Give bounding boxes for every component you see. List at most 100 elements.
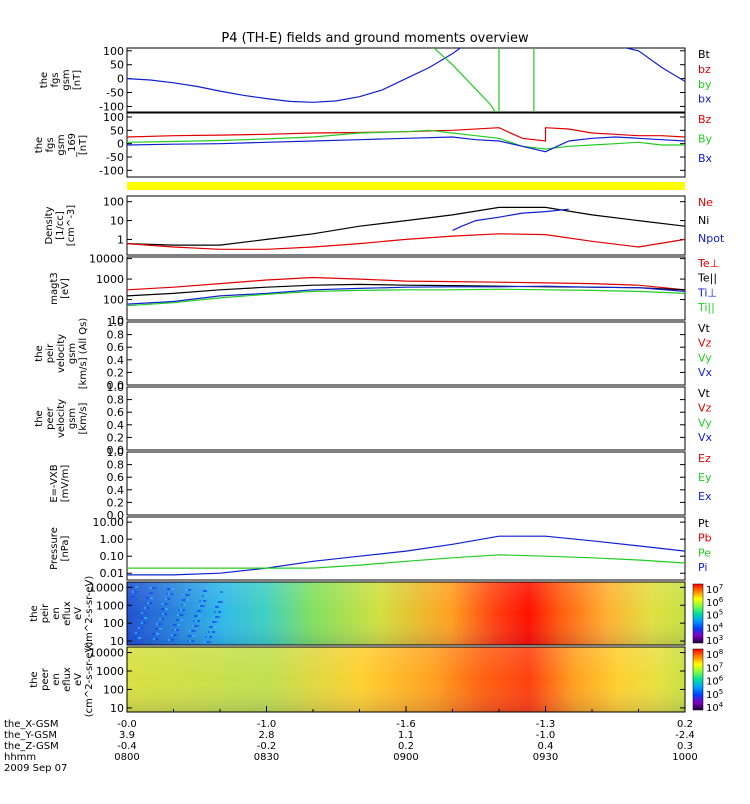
noise-speck	[198, 605, 201, 607]
x-axis-row-label: the_Y-GSM	[4, 730, 57, 741]
legend-entry: Vt	[698, 322, 711, 335]
noise-speck	[209, 626, 212, 628]
y-tick-label: 0.2	[107, 431, 125, 444]
noise-speck	[170, 593, 173, 595]
legend-entry: Pi	[698, 561, 707, 574]
y-axis-label: eflux	[62, 601, 73, 626]
legend-entry: Vy	[698, 351, 712, 364]
noise-speck	[138, 627, 141, 629]
noise-speck	[210, 621, 213, 623]
noise-speck	[159, 628, 162, 630]
noise-speck	[193, 620, 196, 622]
legend-entry: Ex	[698, 490, 712, 503]
noise-speck	[132, 591, 135, 593]
legend-entry: Bz	[698, 113, 712, 126]
y-axis-label: peer	[40, 667, 51, 691]
noise-speck	[159, 618, 162, 620]
noise-speck	[152, 587, 155, 589]
noise-speck	[167, 598, 170, 600]
noise-speck	[195, 620, 198, 622]
noise-speck	[160, 623, 163, 625]
noise-speck	[214, 611, 217, 613]
noise-speck	[134, 591, 137, 593]
noise-speck	[162, 613, 165, 615]
series-line	[127, 276, 685, 291]
noise-speck	[173, 634, 176, 636]
y-axis-label: peir	[45, 343, 56, 363]
colorbar-tick-label: 104	[706, 621, 724, 634]
x-axis-row-label: the_X-GSM	[4, 719, 58, 730]
y-axis-label: fgs	[50, 72, 61, 87]
noise-speck	[135, 586, 138, 588]
noise-speck	[155, 638, 158, 640]
y-tick-label: 0.6	[107, 471, 125, 484]
noise-speck	[135, 632, 138, 634]
y-tick-label: 0.10	[100, 550, 125, 563]
y-axis-label: [km/s] (All Qs)	[78, 318, 89, 390]
y-tick-label: 100	[103, 111, 124, 124]
y-axis-label: gsm	[61, 69, 72, 90]
noise-speck	[164, 613, 167, 615]
colorbar-tick-label: 107	[706, 661, 723, 674]
noise-speck	[199, 600, 202, 602]
y-tick-label: 0.4	[107, 354, 125, 367]
y-axis-label: gsm	[56, 134, 67, 155]
noise-speck	[191, 630, 194, 632]
noise-speck	[140, 617, 143, 619]
colorbar	[692, 583, 704, 644]
y-tick-label: 1.00	[100, 533, 125, 546]
legend-entry: Ey	[698, 471, 712, 484]
y-tick-label: 100	[103, 683, 124, 696]
noise-speck	[197, 610, 200, 612]
legend-entry: Pe	[698, 546, 711, 559]
y-tick-label: 1000	[96, 273, 124, 286]
noise-speck	[217, 606, 220, 608]
colorbar-tick-label: 105	[706, 609, 723, 622]
legend-entry: Te⊥	[697, 257, 719, 270]
noise-speck	[177, 624, 180, 626]
noise-speck	[189, 630, 192, 632]
y-tick-label: -100	[99, 100, 124, 113]
noise-speck	[213, 626, 216, 628]
colorbar-tick-label: 104	[706, 701, 724, 714]
x-axis-value: 0900	[393, 752, 418, 763]
x-axis-value: -0.2	[257, 741, 277, 752]
y-tick-label: 0.4	[107, 419, 125, 432]
noise-speck	[188, 589, 191, 591]
x-axis-value: 1000	[672, 752, 697, 763]
y-axis-label: Density	[44, 206, 55, 244]
y-tick-label: 1.0	[107, 446, 125, 459]
noise-speck	[148, 597, 151, 599]
noise-speck	[133, 586, 136, 588]
y-axis-label: velocity	[56, 399, 67, 438]
noise-speck	[197, 620, 200, 622]
noise-speck	[157, 618, 160, 620]
noise-speck	[150, 587, 153, 589]
colorbar-tick-label: 107	[706, 583, 723, 596]
noise-speck	[176, 629, 179, 631]
noise-speck	[146, 607, 149, 609]
noise-speck	[219, 596, 222, 598]
legend-entry: Vz	[698, 402, 712, 415]
noise-speck	[147, 602, 150, 604]
y-tick-label: 100	[103, 45, 124, 58]
noise-speck	[156, 633, 159, 635]
y-axis-label: the	[34, 137, 45, 153]
noise-speck	[168, 593, 171, 595]
noise-speck	[192, 635, 195, 637]
y-tick-label: 0	[117, 138, 124, 151]
legend-entry: Ez	[698, 452, 711, 465]
x-axis-row-label: the_Z-GSM	[4, 741, 59, 752]
y-axis-label: [nT]	[72, 70, 83, 90]
panel-frame	[126, 195, 686, 256]
noise-speck	[168, 639, 171, 641]
panel-frame	[126, 47, 686, 113]
noise-speck	[146, 597, 149, 599]
noise-speck	[157, 628, 160, 630]
noise-speck	[167, 588, 170, 590]
noise-speck	[219, 606, 222, 608]
spectrogram-shade	[127, 582, 685, 645]
noise-speck	[185, 594, 188, 596]
noise-speck	[160, 613, 163, 615]
